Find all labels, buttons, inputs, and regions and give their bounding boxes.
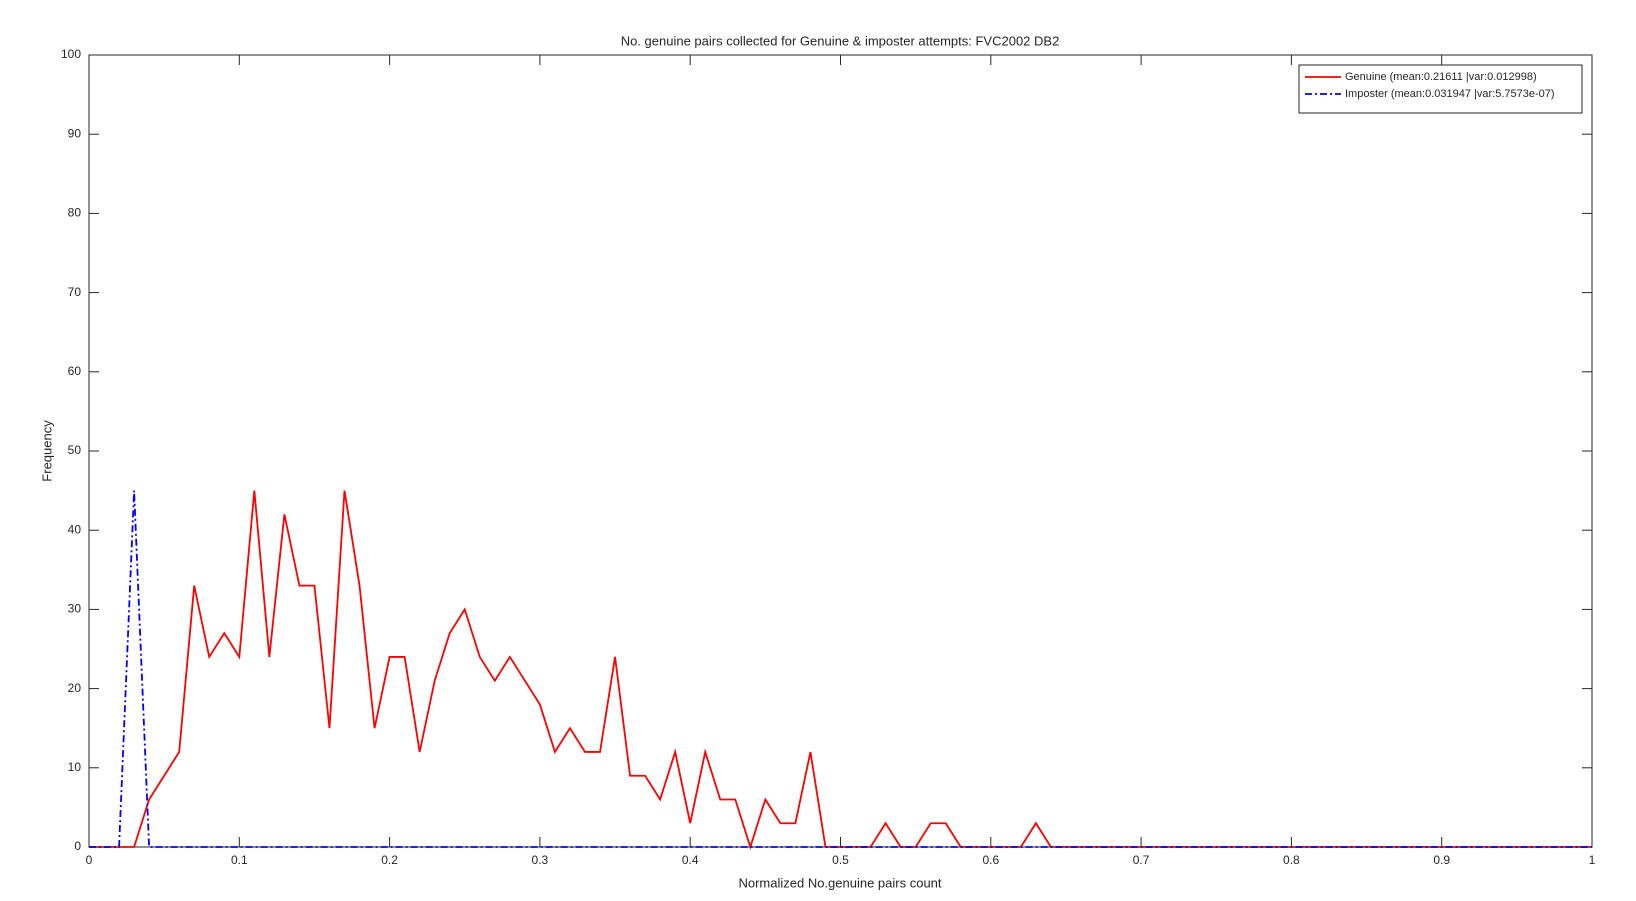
- x-tick-label: 0.5: [832, 853, 849, 867]
- legend-label: Genuine (mean:0.21611 |var:0.012998): [1345, 71, 1537, 83]
- y-tick-label: 10: [68, 760, 82, 774]
- legend-box: [1298, 64, 1583, 114]
- y-tick-label: 70: [68, 285, 82, 299]
- y-axis-label: Frequency: [39, 420, 54, 482]
- x-tick-label: 0.1: [231, 853, 248, 867]
- plot-area: [88, 54, 1593, 848]
- y-tick-label: 60: [68, 364, 82, 378]
- y-tick-label: 50: [68, 443, 82, 457]
- y-tick-label: 0: [74, 839, 81, 853]
- x-tick-label: 0.6: [982, 853, 999, 867]
- y-tick-label: 40: [68, 522, 82, 536]
- legend: Genuine (mean:0.21611 |var:0.012998) Impo…: [1298, 64, 1583, 114]
- x-tick-label: 0.8: [1283, 853, 1300, 867]
- x-tick-label: 0: [86, 853, 93, 867]
- x-tick-label: 1: [1589, 853, 1596, 867]
- data-line: [89, 490, 1592, 848]
- x-tick-label: 0.7: [1133, 853, 1150, 867]
- x-tick-label: 0.2: [381, 853, 398, 867]
- x-tick-label: 0.4: [682, 853, 699, 867]
- y-tick-label: 20: [68, 681, 82, 695]
- y-tick-label: 80: [68, 206, 82, 220]
- x-axis-label: Normalized No.genuine pairs count: [738, 875, 941, 890]
- chart-title: No. genuine pairs collected for Genuine …: [621, 33, 1060, 48]
- legend-label: Imposter (mean:0.031947 |var:5.7573e-07): [1345, 88, 1555, 100]
- x-tick-label: 0.3: [532, 853, 549, 867]
- y-tick-label: 90: [68, 126, 82, 140]
- y-tick-label: 100: [61, 47, 81, 61]
- x-tick-label: 0.9: [1433, 853, 1450, 867]
- y-tick-label: 30: [68, 602, 82, 616]
